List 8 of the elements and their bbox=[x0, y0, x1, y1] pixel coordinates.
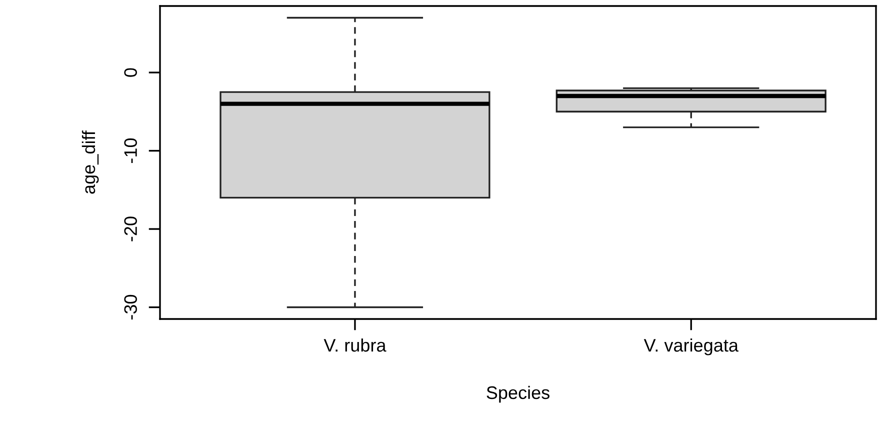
y-tick-label: -10 bbox=[124, 138, 137, 164]
x-tick-label: V. rubra bbox=[324, 338, 386, 352]
x-tick-label: V. variegata bbox=[644, 338, 738, 356]
x-axis-title: Species bbox=[486, 386, 550, 403]
y-tick-label: 0 bbox=[124, 68, 137, 77]
y-tick-label: -30 bbox=[124, 294, 137, 320]
y-axis-title: age_diff bbox=[82, 130, 99, 194]
y-tick-label: -20 bbox=[124, 216, 137, 242]
